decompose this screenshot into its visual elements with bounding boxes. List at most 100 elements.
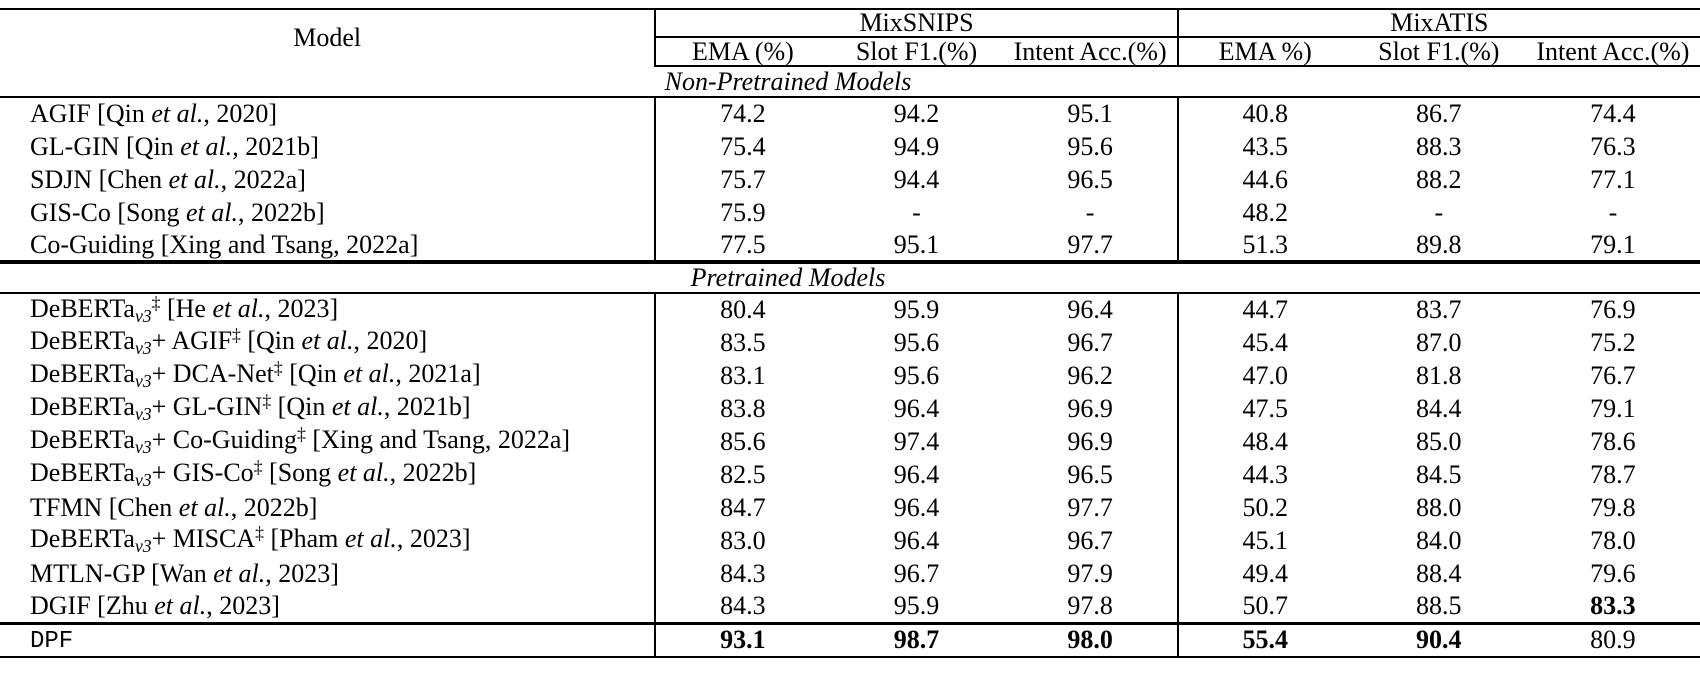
model-name-segment: ‡ <box>151 293 161 313</box>
model-name-segment: [Pham <box>264 524 345 554</box>
metric-value-cell: 98.0 <box>1003 621 1178 657</box>
model-name-segment: + AGIF <box>151 326 233 356</box>
model-name-segment: , 2021b] <box>383 392 471 422</box>
metric-value-cell: 55.4 <box>1176 621 1352 657</box>
model-name-segment: [Qin <box>282 359 344 389</box>
table-row: DeBERTav3+ MISCA‡ [Pham et al., 2023] 83.… <box>0 524 1700 557</box>
metric-value-cell: 77.5 <box>654 229 830 262</box>
model-name-segment: AGIF [Qin <box>30 99 152 128</box>
model-name-segment: DeBERTa <box>30 293 135 323</box>
metric-value-cell: 96.4 <box>893 492 940 522</box>
model-name-segment: , 2023] <box>206 590 280 620</box>
metric-value-cell: 83.3 <box>1590 590 1636 620</box>
table-row: Co-Guiding [Xing and Tsang, 2022a] 77.5 95… <box>0 229 1700 262</box>
model-name-segment: , 2020] <box>203 99 278 128</box>
model-name-cell: DeBERTav3+ MISCA‡ [Pham et al., 2023] <box>0 524 655 557</box>
model-name-segment: ‡ <box>297 425 306 445</box>
metric-value-cell: 93.1 <box>654 621 830 657</box>
metric-value-cell: 74.2 <box>654 97 830 130</box>
table-body: Non-Pretrained Models AGIF [Qin et al., 2… <box>0 66 1700 657</box>
metric-value-cell: 50.7 <box>1176 590 1352 623</box>
metric-value-cell: 97.9 <box>1067 558 1113 588</box>
model-name-segment: et al. <box>337 458 390 488</box>
metric-value-cell: 96.4 <box>1067 295 1113 324</box>
model-name-segment: DeBERTa <box>30 359 135 389</box>
table-row: DeBERTav3+ DCA-Net‡ [Qin et al., 2021a] 8… <box>0 359 1700 392</box>
metric-value-cell: 96.7 <box>1067 327 1113 357</box>
metric-value-cell: 96.7 <box>1067 525 1113 555</box>
model-name-segment: [Qin <box>240 326 302 356</box>
metric-value-cell: 45.1 <box>1176 524 1352 557</box>
metric-value-cell: 85.0 <box>1416 426 1462 456</box>
metric-value-cell: 84.7 <box>654 491 830 524</box>
metric-value-cell: 84.5 <box>1416 459 1462 489</box>
model-name-segment: , 2022b] <box>230 492 318 522</box>
model-name-segment: et al. <box>151 99 204 128</box>
metric-value-cell: 84.3 <box>654 557 830 590</box>
model-name-cell: AGIF [Qin et al., 2020] <box>0 97 655 130</box>
metric-value-cell: 94.4 <box>893 164 940 194</box>
group-header-mixsnips: MixSNIPS <box>654 9 1178 38</box>
metric-value-cell: 89.8 <box>1416 229 1462 259</box>
model-name-segment: et al. <box>180 131 233 161</box>
group-header-mixatis: MixATIS <box>1176 9 1700 38</box>
column-header-snips-intent: Intent Acc.(%) <box>1003 37 1178 67</box>
metric-value-cell: 74.4 <box>1590 99 1636 128</box>
metric-value-cell: 96.4 <box>893 393 940 423</box>
model-name-segment: v3 <box>134 371 152 392</box>
metric-value-cell: 84.4 <box>1416 393 1462 423</box>
model-name-segment: DeBERTa <box>30 326 135 356</box>
model-name-cell: TFMN [Chen et al., 2022b] <box>0 491 655 524</box>
metric-value-cell: 88.0 <box>1416 492 1462 522</box>
metric-value-cell: 49.4 <box>1176 557 1352 590</box>
table-row: DeBERTav3+ GIS-Co‡ [Song et al., 2022b] 8… <box>0 458 1700 491</box>
table-row: GL-GIN [Qin et al., 2021b] 75.4 94.9 95.6 43… <box>0 130 1700 163</box>
column-header-atis-ema: EMA %) <box>1176 37 1352 67</box>
column-header-snips-slot: Slot F1.(%) <box>829 37 1004 67</box>
metric-value-cell: 78.0 <box>1590 525 1636 555</box>
metric-value-cell: 79.8 <box>1590 492 1636 522</box>
metric-value-cell: 97.8 <box>1067 590 1113 620</box>
metric-value-cell: 84.3 <box>654 590 830 623</box>
model-name-segment: ‡ <box>255 524 264 544</box>
metric-value-cell: 95.6 <box>1067 131 1113 161</box>
metric-value-cell: 84.0 <box>1416 525 1462 555</box>
metric-value-cell: 88.4 <box>1416 558 1462 588</box>
metric-value-cell: 98.7 <box>829 621 1004 657</box>
model-name-segment: et al. <box>212 293 265 323</box>
metric-value-cell: 48.2 <box>1176 196 1352 229</box>
table-header: Model MixSNIPS MixATIS EMA (%) Slot F1.(… <box>0 9 1700 67</box>
section-header-row: Pretrained Models <box>0 260 1700 294</box>
results-table: Model MixSNIPS MixATIS EMA (%) Slot F1.(… <box>0 8 1700 658</box>
metric-value-cell: 79.1 <box>1590 229 1636 259</box>
model-name-segment: , 2023] <box>264 293 339 323</box>
metric-value-cell: 75.4 <box>654 130 830 163</box>
metric-value-cell: 96.4 <box>893 525 940 555</box>
model-name-segment: , 2022b] <box>238 197 325 227</box>
table-row: SDJN [Chen et al., 2022a] 75.7 94.4 96.5 44.… <box>0 163 1700 196</box>
model-name-cell: DeBERTav3+ GL-GIN‡ [Qin et al., 2021b] <box>0 392 655 425</box>
metric-value-cell: 80.9 <box>1525 621 1700 657</box>
model-name-segment: et al. <box>178 492 231 522</box>
metric-value-cell: 95.1 <box>893 229 940 259</box>
model-name-segment: ‡ <box>232 326 241 346</box>
model-name-segment: , 2023] <box>265 558 339 588</box>
metric-value-cell: 51.3 <box>1176 229 1352 262</box>
model-name-cell: GIS-Co [Song et al., 2022b] <box>0 196 655 229</box>
section-title: Non-Pretrained Models <box>0 66 1700 98</box>
table-row: GIS-Co [Song et al., 2022b] 75.9- -48.2- - <box>0 196 1700 229</box>
metric-value-cell: 43.5 <box>1176 130 1352 163</box>
column-header-model: Model <box>293 23 362 52</box>
metric-value-cell: 88.3 <box>1416 131 1462 161</box>
model-name-segment: GIS-Co [Song <box>30 197 187 227</box>
metric-value-cell: 97.4 <box>893 426 940 456</box>
metric-value-cell: 83.0 <box>654 524 830 557</box>
model-name-segment: et al. <box>343 359 396 389</box>
metric-value-cell: 47.5 <box>1176 392 1352 425</box>
table-row: DeBERTav3+ GL-GIN‡ [Qin et al., 2021b] 83… <box>0 392 1700 425</box>
table-row: DeBERTav3+ AGIF‡ [Qin et al., 2020] 83.5 9… <box>0 326 1700 359</box>
model-name-segment: + GIS-Co <box>151 458 254 488</box>
model-name-cell: DPF <box>0 621 656 657</box>
metric-value-cell: 94.9 <box>893 131 940 161</box>
model-name-segment: SDJN [Chen <box>30 164 169 194</box>
